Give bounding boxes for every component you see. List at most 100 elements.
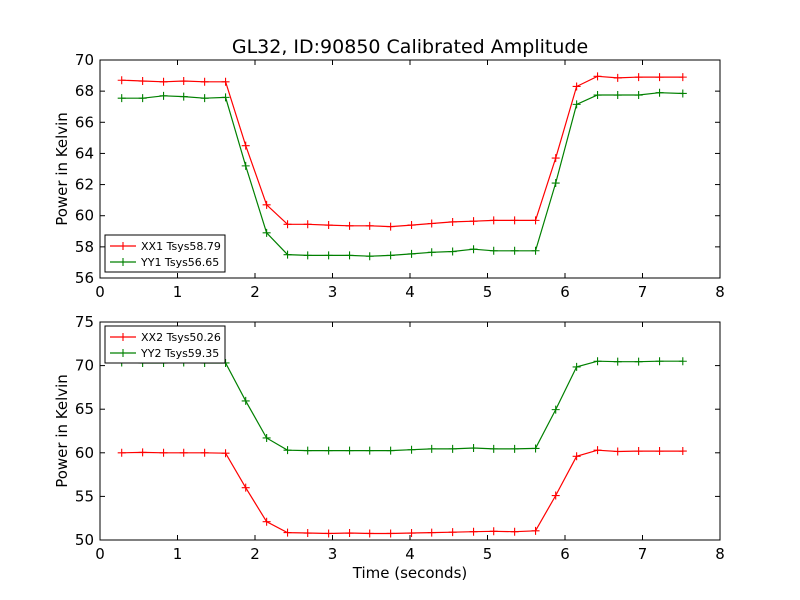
data-point [489,527,498,536]
data-point [117,94,126,103]
data-point [138,77,147,86]
data-point [678,73,687,82]
data-point [117,76,126,85]
data-point [407,445,416,454]
data-point [200,94,209,103]
data-point [159,91,168,100]
series-line [121,92,683,257]
y-tick-label: 68 [75,82,94,100]
legend-marker [119,333,127,341]
data-point [634,73,643,82]
data-point [531,246,540,255]
data-point [283,250,292,259]
y-axis-label: Power in Kelvin [53,374,71,488]
data-point [241,161,250,170]
x-tick-label: 6 [560,545,570,563]
data-point [634,447,643,456]
data-point [469,217,478,226]
data-point [593,91,602,100]
y-tick-label: 55 [75,487,94,505]
chart-title: GL32, ID:90850 Calibrated Amplitude [232,36,588,58]
data-point [593,446,602,455]
data-point [427,248,436,257]
data-point [427,528,436,537]
data-point [262,228,271,237]
x-tick-label: 7 [638,283,648,301]
data-point [407,221,416,230]
axes-frame [99,321,721,541]
x-tick-label: 3 [328,545,338,563]
data-point [613,447,622,456]
data-point [489,444,498,453]
data-point [303,529,312,538]
legend-label: YY2 Tsys59.35 [140,347,219,360]
data-point [551,405,560,414]
data-point [179,77,188,86]
data-point [365,221,374,230]
data-point [510,527,519,536]
data-point [448,444,457,453]
data-point [386,446,395,455]
data-point [572,452,581,461]
data-point [324,446,333,455]
x-tick-label: 3 [328,283,338,301]
x-tick-label: 0 [95,545,105,563]
data-point [303,251,312,260]
x-tick-label: 8 [715,283,725,301]
y-tick-label: 75 [75,313,94,331]
data-point [510,216,519,225]
data-point [159,77,168,86]
data-point [159,448,168,457]
data-point [531,444,540,453]
data-point [655,73,664,82]
data-point [407,529,416,538]
y-tick-label: 66 [75,113,94,131]
data-point [613,91,622,100]
x-tick-label: 1 [173,283,183,301]
data-point [262,517,271,526]
data-point [283,446,292,455]
y-tick-label: 64 [75,144,94,162]
data-point [634,91,643,100]
y-tick-label: 58 [75,238,94,256]
x-tick-label: 1 [173,545,183,563]
data-point [489,216,498,225]
data-point [241,483,250,492]
data-point [303,220,312,229]
x-tick-label: 0 [95,283,105,301]
data-point [386,529,395,538]
data-point [138,94,147,103]
legend: XX2 Tsys50.26 YY2 Tsys59.35 [104,325,226,364]
data-point [345,446,354,455]
data-point [551,491,560,500]
y-tick-label: 56 [75,269,94,287]
data-point [262,200,271,209]
y-tick-label: 60 [75,444,94,462]
legend-marker [119,258,127,266]
data-point [345,529,354,538]
data-point [469,444,478,453]
legend: XX1 Tsys58.79 YY1 Tsys56.65 [104,234,226,273]
data-point [407,249,416,258]
data-point [531,216,540,225]
legend-label: XX2 Tsys50.26 [141,331,221,344]
y-axis-label: Power in Kelvin [53,112,71,226]
data-point [551,179,560,188]
series-line [121,449,683,535]
legend-box [104,234,226,273]
data-point [262,433,271,442]
data-point [386,222,395,231]
data-point [678,89,687,98]
data-point [386,251,395,260]
y-tick-label: 70 [75,357,94,375]
data-point [241,396,250,405]
legend-marker [119,242,127,250]
data-point [678,357,687,366]
axes-frame [99,59,721,279]
data-point [489,246,498,255]
data-point [365,529,374,538]
data-point [448,528,457,537]
data-point [179,92,188,101]
y-tick-label: 70 [75,51,94,69]
